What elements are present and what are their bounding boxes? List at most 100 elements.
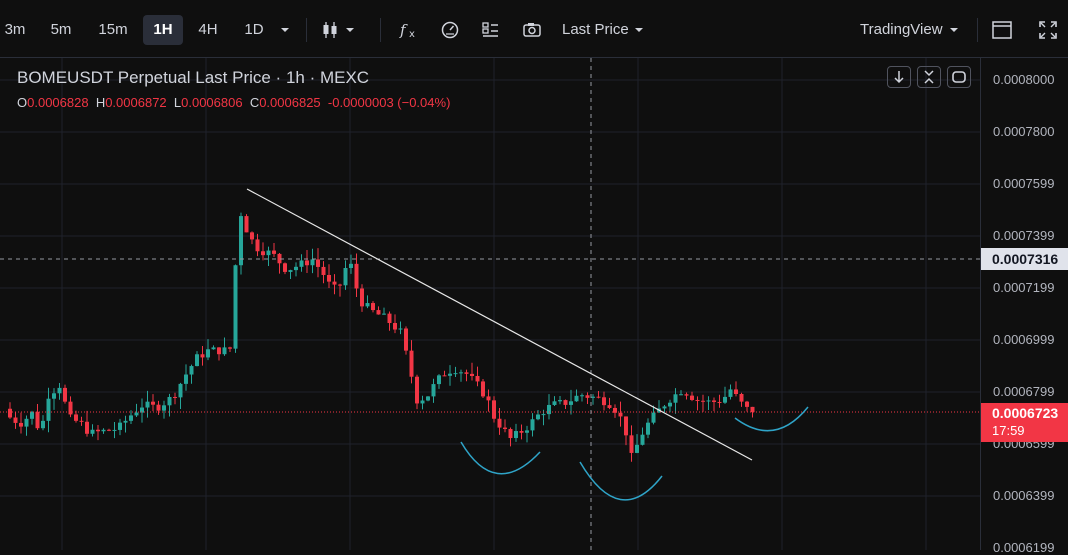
- candle-body-down: [492, 400, 496, 419]
- candle-body-down: [371, 303, 375, 311]
- candle-body-down: [470, 373, 474, 376]
- price-chart[interactable]: [0, 58, 980, 550]
- interval-3m[interactable]: 3m: [4, 21, 26, 38]
- price-axis-tick: 0.0007199: [993, 280, 1055, 295]
- candle-body-up: [651, 412, 656, 423]
- more-options-button[interactable]: [947, 66, 971, 88]
- candle-body-down: [13, 417, 18, 423]
- candle-body-up: [420, 400, 425, 404]
- candle-body-up: [426, 396, 430, 401]
- candle-body-down: [85, 421, 89, 434]
- candle-body-down: [734, 389, 738, 395]
- candle-body-up: [459, 372, 463, 374]
- chart-type-button[interactable]: [318, 15, 360, 45]
- cup-curve-drawing: [579, 461, 663, 501]
- candles-icon: [323, 22, 354, 38]
- layout-button[interactable]: [478, 15, 502, 45]
- candle-body-down: [701, 400, 705, 402]
- indicators-button[interactable]: f x: [398, 15, 422, 45]
- candle-body-up: [129, 415, 133, 421]
- candle-body-up: [112, 429, 117, 431]
- candle-body-up: [728, 389, 733, 397]
- brand-label: TradingView: [860, 21, 943, 38]
- candle-body-down: [305, 260, 309, 266]
- candle-body-up: [723, 396, 727, 403]
- scroll-down-button[interactable]: [887, 66, 911, 88]
- frame-icon: [952, 71, 966, 83]
- candle-body-up: [288, 270, 293, 272]
- candle-body-up: [184, 374, 188, 384]
- price-type-dropdown[interactable]: Last Price: [562, 15, 652, 45]
- candle-body-down: [272, 250, 276, 254]
- candle-body-down: [442, 375, 447, 377]
- toolbar-divider: [380, 18, 381, 42]
- candle-body-up: [118, 422, 122, 430]
- interval-1h[interactable]: 1H: [143, 15, 183, 45]
- price-axis-tick: 0.0006399: [993, 488, 1055, 503]
- alerts-button[interactable]: [438, 15, 462, 45]
- candle-body-up: [437, 375, 441, 385]
- toolbar-divider: [977, 18, 978, 42]
- candle-body-up: [24, 418, 29, 427]
- open-value: 0.0006828: [27, 95, 89, 110]
- symbol-title[interactable]: BOMEUSDT Perpetual Last Price · 1h · MEX…: [17, 68, 370, 87]
- candle-body-down: [464, 372, 469, 374]
- collapse-icon: [924, 70, 934, 84]
- candle-body-down: [486, 396, 491, 401]
- candle-body-down: [96, 429, 100, 432]
- panel-toggle-button[interactable]: [990, 15, 1014, 45]
- candle-body-down: [695, 399, 700, 401]
- arrow-down-icon: [894, 71, 904, 84]
- collapse-legend-button[interactable]: [917, 66, 941, 88]
- intervals-dropdown[interactable]: [276, 15, 294, 45]
- candle-body-down: [596, 396, 601, 398]
- candle-body-up: [431, 384, 436, 397]
- chevron-down-icon: [634, 28, 643, 33]
- top-toolbar: 3m 5m 15m 1H 4H 1D f x: [0, 0, 1068, 58]
- candle-body-down: [415, 376, 419, 404]
- candle-body-down: [481, 381, 485, 397]
- candle-body-up: [552, 401, 557, 405]
- candle-body-down: [19, 422, 23, 427]
- candle-body-down: [497, 418, 502, 428]
- price-axis-tick: 0.0006199: [993, 540, 1055, 555]
- candle-body-up: [41, 420, 45, 429]
- candle-body-down: [739, 394, 744, 402]
- candle-body-down: [200, 354, 205, 358]
- fullscreen-button[interactable]: [1036, 15, 1060, 45]
- candle-body-down: [602, 397, 606, 406]
- candle-body-up: [162, 405, 166, 411]
- interval-4h[interactable]: 4H: [198, 21, 218, 38]
- candle-body-down: [404, 328, 408, 351]
- candle-body-down: [151, 401, 155, 405]
- candle-body-down: [387, 313, 392, 323]
- panel-window-icon: [992, 21, 1012, 39]
- candle-body-up: [673, 394, 678, 403]
- candle-body-down: [563, 400, 568, 405]
- candle-body-down: [332, 281, 337, 285]
- candle-body-up: [382, 313, 386, 315]
- candle-body-up: [574, 395, 579, 402]
- crosshair-price-label: 0.0007316: [981, 248, 1068, 270]
- svg-text:x: x: [409, 29, 415, 40]
- candle-body-down: [607, 405, 612, 408]
- candle-body-up: [239, 216, 243, 266]
- interval-5m[interactable]: 5m: [50, 21, 72, 38]
- price-axis[interactable]: 0.0008000 0.0007800 0.0007599 0.0007399 0.00…: [980, 58, 1068, 555]
- snapshot-button[interactable]: [520, 15, 544, 45]
- interval-1d[interactable]: 1D: [244, 21, 264, 38]
- templates-icon: [482, 22, 498, 37]
- candle-body-up: [569, 401, 573, 405]
- last-price-label: 0.0006723 17:59: [981, 403, 1068, 442]
- brand-menu[interactable]: TradingView: [860, 15, 972, 45]
- candle-body-up: [211, 347, 216, 350]
- price-type-label: Last Price: [562, 21, 629, 38]
- candle-body-down: [321, 266, 326, 275]
- candle-body-down: [354, 263, 359, 289]
- candle-body-down: [68, 401, 73, 415]
- candle-body-up: [222, 347, 227, 355]
- candle-body-up: [90, 429, 95, 434]
- fullscreen-icon: [1039, 21, 1057, 39]
- close-value: 0.0006825: [259, 95, 321, 110]
- interval-15m[interactable]: 15m: [98, 21, 128, 38]
